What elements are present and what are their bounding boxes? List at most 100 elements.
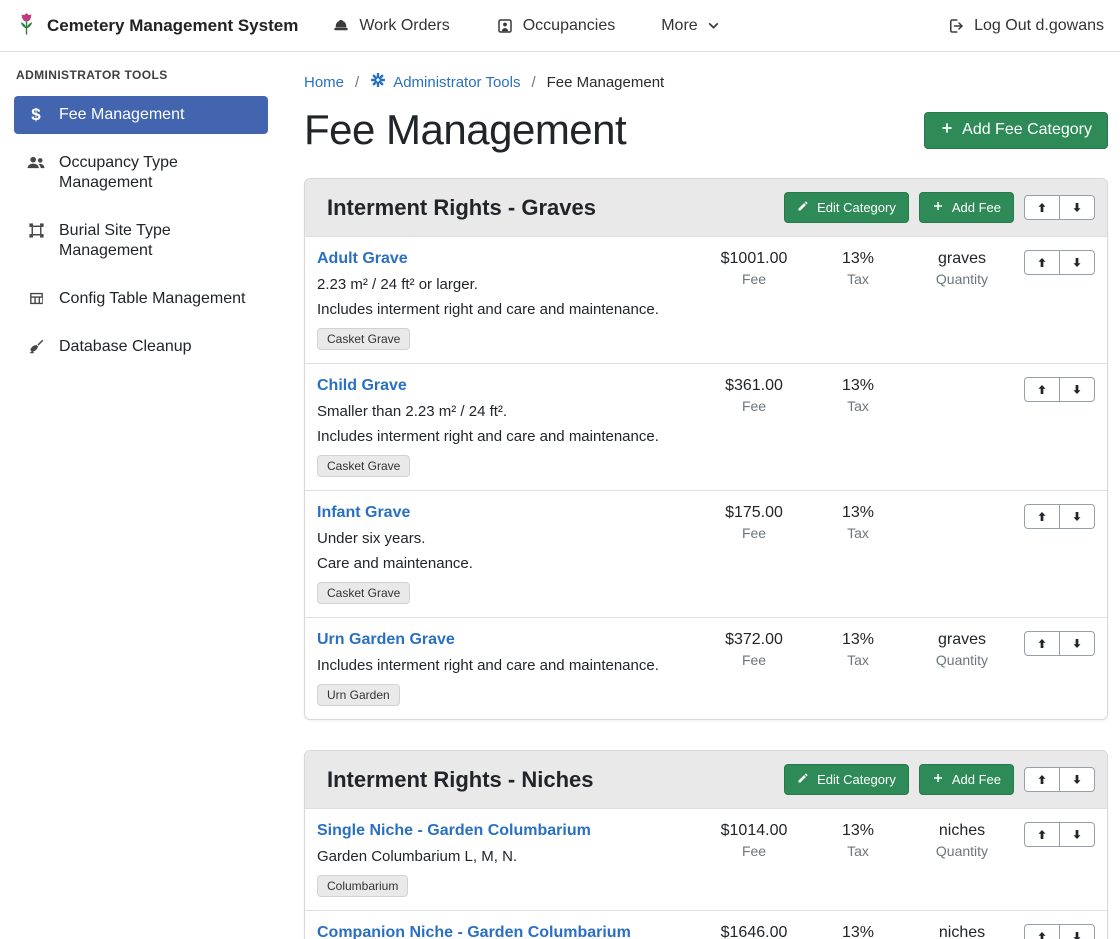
logout-link[interactable]: Log Out d.gowans <box>947 17 1104 35</box>
arrow-down-icon <box>1071 773 1083 786</box>
fee-name-link[interactable]: Single Niche - Garden Columbarium <box>317 822 591 840</box>
fee-info: Urn Garden Grave Includes interment righ… <box>317 631 702 706</box>
tulip-logo-icon <box>16 10 37 42</box>
arrow-up-icon <box>1036 773 1048 786</box>
fee-row: Infant Grave Under six years. Care and m… <box>305 490 1107 617</box>
pencil-icon <box>797 200 809 215</box>
sidebar-item-label: Burial Site Type Management <box>59 221 256 261</box>
fee-name-link[interactable]: Adult Grave <box>317 250 408 268</box>
sidebar-item-database-cleanup[interactable]: Database Cleanup <box>14 328 268 366</box>
chevron-down-icon <box>707 19 720 32</box>
app-brand[interactable]: Cemetery Management System <box>16 10 298 42</box>
move-fee-up-button[interactable] <box>1024 504 1060 529</box>
fee-tax: 13% <box>806 377 910 395</box>
fee-amount-col: $361.00 Fee <box>702 377 806 414</box>
fee-info: Companion Niche - Garden Columbarium Gar… <box>317 924 702 939</box>
fee-category-card: Interment Rights - Niches Edit Category … <box>304 750 1108 939</box>
move-fee-up-button[interactable] <box>1024 377 1060 402</box>
nav-work-orders-label: Work Orders <box>359 17 449 35</box>
dollar-icon: $ <box>26 106 46 123</box>
edit-category-button[interactable]: Edit Category <box>784 764 909 795</box>
move-category-down-button[interactable] <box>1059 767 1095 792</box>
fee-info: Infant Grave Under six years. Care and m… <box>317 504 702 604</box>
sidebar-item-label: Config Table Management <box>59 289 246 309</box>
fee-quantity-col: niches Quantity <box>910 822 1014 859</box>
fee-description: Includes interment right and care and ma… <box>317 301 692 318</box>
fee-quantity: niches <box>910 924 1014 939</box>
move-category-down-button[interactable] <box>1059 195 1095 220</box>
nav-work-orders[interactable]: Work Orders <box>332 17 449 35</box>
category-header: Interment Rights - Graves Edit Category … <box>305 179 1107 236</box>
move-fee-down-button[interactable] <box>1059 504 1095 529</box>
fee-amount: $361.00 <box>702 377 806 395</box>
add-fee-button[interactable]: Add Fee <box>919 764 1014 795</box>
fee-quantity-col: niches Quantity <box>910 924 1014 939</box>
arrow-up-icon <box>1036 201 1048 214</box>
fee-tax: 13% <box>806 822 910 840</box>
breadcrumb-admin-tools-link[interactable]: Administrator Tools <box>370 72 520 92</box>
occupancy-icon <box>496 17 514 35</box>
sidebar-item-burial-site-type-management[interactable]: Burial Site Type Management <box>14 212 268 270</box>
fee-quantity-col: graves Quantity <box>910 250 1014 287</box>
admin-sidebar: ADMINISTRATOR TOOLS $ Fee Management Occ… <box>0 52 280 939</box>
fee-description: Includes interment right and care and ma… <box>317 428 692 445</box>
move-fee-up-button[interactable] <box>1024 250 1060 275</box>
vector-square-icon <box>26 222 46 239</box>
gear-icon <box>370 72 386 92</box>
broom-icon <box>26 338 46 356</box>
move-fee-up-button[interactable] <box>1024 631 1060 656</box>
fee-quantity: graves <box>910 250 1014 268</box>
plus-icon <box>932 772 944 787</box>
fee-name-link[interactable]: Companion Niche - Garden Columbarium <box>317 924 631 939</box>
fee-amount-col: $1001.00 Fee <box>702 250 806 287</box>
fee-tax-label: Tax <box>806 652 910 668</box>
move-fee-down-button[interactable] <box>1059 822 1095 847</box>
move-fee-up-button[interactable] <box>1024 822 1060 847</box>
fee-tax-col: 13% Tax <box>806 504 910 541</box>
nav-more-label: More <box>661 17 697 35</box>
arrow-down-icon <box>1071 383 1083 396</box>
add-fee-button[interactable]: Add Fee <box>919 192 1014 223</box>
move-fee-down-button[interactable] <box>1059 250 1095 275</box>
fee-row: Companion Niche - Garden Columbarium Gar… <box>305 910 1107 939</box>
fee-info: Single Niche - Garden Columbarium Garden… <box>317 822 702 897</box>
fee-quantity-label: Quantity <box>910 843 1014 859</box>
edit-category-button[interactable]: Edit Category <box>784 192 909 223</box>
fee-tax-col: 13% Tax <box>806 631 910 668</box>
fee-tax-label: Tax <box>806 525 910 541</box>
move-fee-up-button[interactable] <box>1024 924 1060 939</box>
fee-tag: Casket Grave <box>317 328 410 350</box>
fee-description: Under six years. <box>317 530 692 547</box>
fee-description: Garden Columbarium L, M, N. <box>317 848 692 865</box>
breadcrumb-home-link[interactable]: Home <box>304 74 344 91</box>
move-fee-down-button[interactable] <box>1059 631 1095 656</box>
nav-more-dropdown[interactable]: More <box>661 17 719 35</box>
move-category-up-button[interactable] <box>1024 767 1060 792</box>
move-fee-down-button[interactable] <box>1059 924 1095 939</box>
fee-name-link[interactable]: Urn Garden Grave <box>317 631 455 649</box>
sidebar-item-label: Database Cleanup <box>59 337 192 357</box>
plus-icon <box>932 200 944 215</box>
fee-description: 2.23 m² / 24 ft² or larger. <box>317 276 692 293</box>
arrow-down-icon <box>1071 930 1083 939</box>
fee-reorder-group <box>1024 822 1095 847</box>
arrow-down-icon <box>1071 637 1083 650</box>
arrow-up-icon <box>1036 510 1048 523</box>
fee-name-link[interactable]: Infant Grave <box>317 504 410 522</box>
arrow-down-icon <box>1071 828 1083 841</box>
nav-occupancies[interactable]: Occupancies <box>496 17 616 35</box>
category-reorder-group <box>1024 767 1095 792</box>
move-fee-down-button[interactable] <box>1059 377 1095 402</box>
hard-hat-icon <box>332 17 350 35</box>
fee-name-link[interactable]: Child Grave <box>317 377 407 395</box>
move-category-up-button[interactable] <box>1024 195 1060 220</box>
sidebar-item-config-table-management[interactable]: Config Table Management <box>14 280 268 318</box>
arrow-down-icon <box>1071 510 1083 523</box>
fee-tax-col: 13% Tax <box>806 377 910 414</box>
add-fee-category-button[interactable]: Add Fee Category <box>924 112 1108 149</box>
sidebar-item-occupancy-type-management[interactable]: Occupancy Type Management <box>14 144 268 202</box>
fee-amount-label: Fee <box>702 271 806 287</box>
fee-description: Care and maintenance. <box>317 555 692 572</box>
sidebar-item-fee-management[interactable]: $ Fee Management <box>14 96 268 134</box>
arrow-up-icon <box>1036 637 1048 650</box>
